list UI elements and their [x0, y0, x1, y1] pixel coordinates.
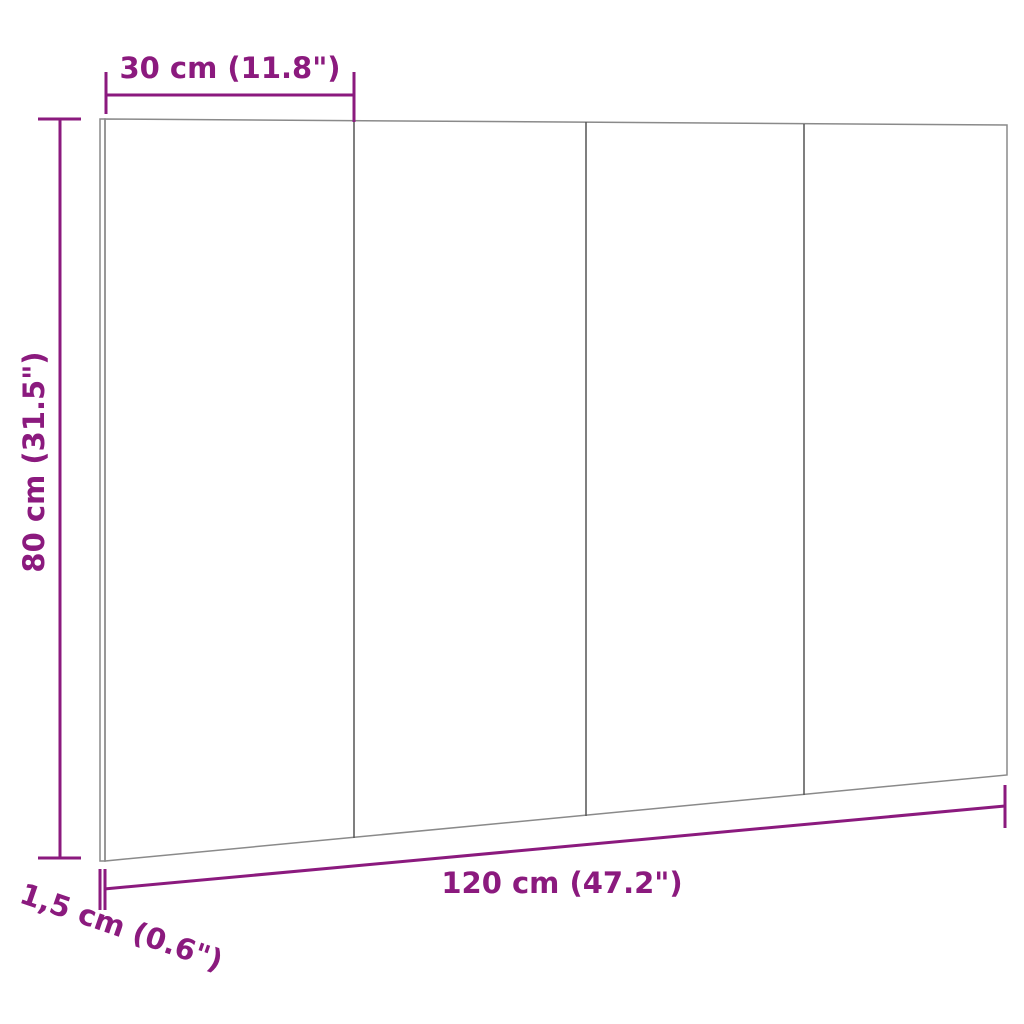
height-label: 80 cm (31.5"): [17, 351, 51, 572]
panel-side-edge: [99, 118, 106, 862]
panel-width-dimension: 30 cm (11.8"): [104, 51, 356, 122]
total-width-label: 120 cm (47.2"): [441, 866, 682, 900]
thickness-label: 1,5 cm (0.6"): [16, 876, 227, 977]
total-width-dimension: 120 cm (47.2"): [103, 785, 1007, 910]
panel-front-face: [104, 118, 1008, 862]
thickness-dimension: 1,5 cm (0.6"): [16, 869, 227, 978]
panel-width-label: 30 cm (11.8"): [119, 51, 340, 85]
headboard-panel: [99, 118, 1008, 862]
height-dimension: 80 cm (31.5"): [17, 117, 81, 860]
